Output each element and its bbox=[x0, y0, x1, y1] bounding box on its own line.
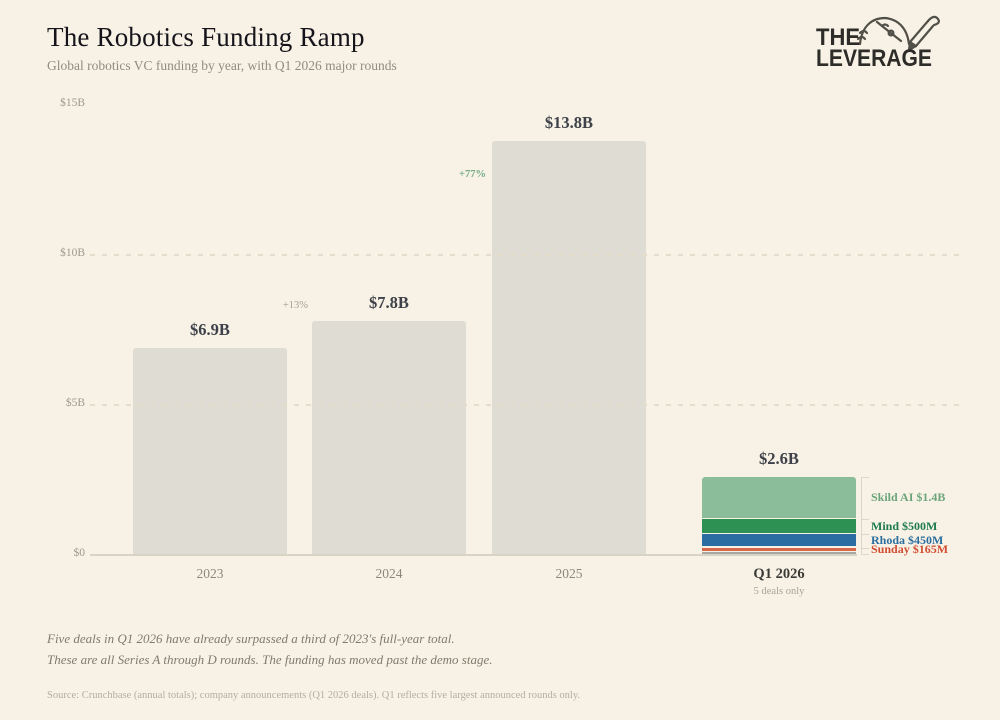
bar-2025 bbox=[492, 141, 646, 555]
x-axis-label-2024: 2024 bbox=[375, 566, 403, 581]
gridline-5 bbox=[90, 404, 960, 406]
deal-label-rhoda: Rhoda $450M bbox=[871, 532, 944, 547]
q1-deals-note: 5 deals only bbox=[753, 586, 805, 597]
bar-value-label-2025: $13.8B bbox=[544, 113, 594, 132]
x-axis-line bbox=[90, 553, 857, 556]
x-axis-label-q1-2026: Q1 2026 bbox=[753, 566, 805, 582]
gridline-10 bbox=[90, 254, 960, 256]
deal-label-mind: Mind $500M bbox=[871, 518, 938, 533]
page-subtitle: Global robotics VC funding by year, with… bbox=[47, 58, 397, 73]
bar-2023 bbox=[133, 348, 287, 555]
page-title: The Robotics Funding Ramp bbox=[47, 22, 365, 52]
bar-value-label-q1-2026: $2.6B bbox=[759, 449, 799, 468]
deal-label-skild-ai: Skild AI $1.4B bbox=[871, 490, 946, 504]
pct-change-2025: +77% bbox=[459, 169, 486, 180]
q1-segment-skild-ai bbox=[702, 477, 856, 518]
logo: THE LEVERAGE bbox=[816, 15, 940, 70]
y-axis-label-15: $15B bbox=[60, 97, 85, 109]
y-axis-label-0: $0 bbox=[73, 547, 86, 559]
deal-label-sunday: Sunday $165M bbox=[871, 541, 949, 556]
q1-segment-mind bbox=[702, 519, 856, 533]
q1-bracket-tick-0 bbox=[861, 477, 869, 478]
y-axis-label-5: $5B bbox=[65, 397, 85, 409]
bar-value-label-2023: $6.9B bbox=[190, 320, 230, 339]
q1-bracket-tick-5 bbox=[861, 554, 869, 555]
q1-bracket-tick-1 bbox=[861, 519, 869, 520]
source-note: Source: Crunchbase (annual totals); comp… bbox=[47, 690, 581, 701]
x-axis-label-2023: 2023 bbox=[196, 566, 224, 581]
q1-bracket-tick-3 bbox=[861, 547, 869, 549]
logo-doodle-icon bbox=[856, 15, 940, 52]
x-axis-label-2025: 2025 bbox=[555, 566, 583, 581]
logo-line1: THE bbox=[816, 24, 860, 51]
bar-value-label-2024: $7.8B bbox=[369, 293, 409, 312]
q1-bracket-line bbox=[861, 477, 862, 555]
bar-2024 bbox=[312, 321, 466, 555]
footnote-line1: Five deals in Q1 2026 have already surpa… bbox=[47, 631, 455, 646]
logo-line2: LEVERAGE bbox=[816, 45, 932, 70]
y-axis-label-10: $10B bbox=[60, 247, 85, 259]
q1-bracket-tick-2 bbox=[861, 534, 869, 535]
q1-segment-sunday bbox=[702, 547, 856, 552]
q1-segment-rhoda bbox=[702, 534, 856, 547]
footnote-line2: These are all Series A through D rounds.… bbox=[47, 652, 493, 667]
pct-change-2024: +13% bbox=[282, 300, 308, 311]
